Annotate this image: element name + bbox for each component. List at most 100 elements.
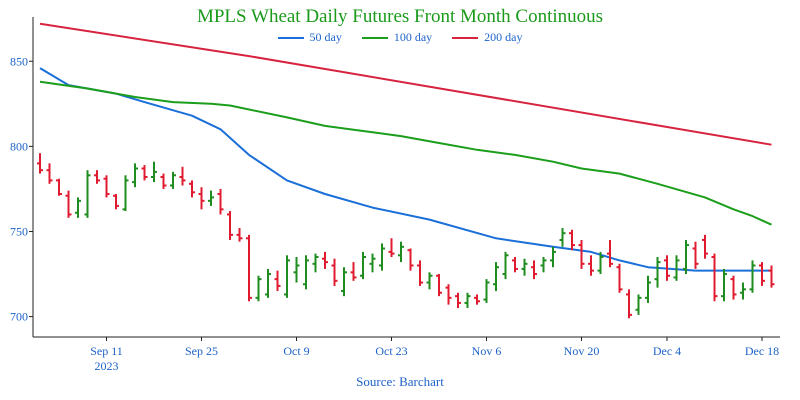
ohlc-bar (65, 190, 72, 218)
ohlc-bar (379, 243, 385, 271)
ohlc-bar (512, 257, 518, 273)
ohlc-bar (550, 246, 556, 268)
ohlc-bar (398, 241, 404, 263)
ohlc-bar (588, 255, 594, 276)
legend: 50 day 100 day 200 day (0, 30, 800, 45)
ohlc-bar (683, 239, 689, 275)
x-tick-label: Sep 11 (90, 344, 123, 358)
legend-item-100-day: 100 day (361, 30, 433, 45)
legend-swatch-50-day (277, 36, 304, 39)
ohlc-bar (474, 294, 480, 305)
ohlc-bar (455, 292, 461, 309)
ohlc-bar (274, 270, 281, 292)
ohlc-bar (236, 228, 243, 242)
ohlc-bar (94, 170, 100, 184)
ohlc-bar (189, 180, 195, 198)
x-tick-label: Sep 25 (185, 344, 218, 358)
ohlc-bar (360, 251, 366, 280)
ohlc-bar (702, 234, 708, 259)
ohlc-bar (84, 170, 91, 218)
ohlc-bar (341, 267, 347, 297)
ohlc-bar (673, 255, 680, 281)
ohlc-bar (227, 211, 233, 240)
legend-label-100-day: 100 day (393, 30, 433, 44)
legend-swatch-100-day (361, 36, 388, 39)
ohlc-bar (122, 175, 129, 212)
ohlc-bar (369, 253, 376, 273)
ohlc-bar (265, 268, 271, 298)
ohlc-bar (303, 255, 309, 290)
ohlc-bar (246, 234, 252, 302)
ohlc-bar (645, 275, 651, 303)
ohlc-bar (151, 161, 157, 183)
ohlc-bar (749, 260, 756, 293)
ohlc-bar (132, 163, 138, 188)
ohlc-bar (56, 178, 62, 196)
ohlc-bar (37, 153, 43, 174)
ohlc-bar (198, 187, 205, 210)
ohlc-bar (217, 188, 224, 215)
ohlc-bar (616, 263, 623, 293)
ohlc-bar (721, 268, 727, 302)
ohlc-bar (255, 275, 262, 302)
ohlc-bar (654, 257, 661, 288)
y-tick-label: 700 (10, 310, 28, 324)
ohlc-bar (768, 265, 775, 288)
ohlc-bar (208, 190, 214, 206)
ohlc-bar (293, 257, 300, 283)
ohlc-bar (284, 255, 290, 298)
ohlc-bar (692, 241, 699, 269)
ohlc-bar (483, 279, 490, 303)
ohlc-bar (350, 262, 357, 281)
ohlc-bar (103, 175, 110, 198)
ohlc-bar (578, 239, 585, 269)
ohlc-bar (407, 248, 414, 271)
ohlc-bar (312, 253, 319, 273)
ohlc-bar (559, 228, 566, 247)
ohlc-bar (417, 260, 423, 286)
ohlc-bar (493, 262, 499, 292)
ma-line-200-day (39, 22, 772, 146)
ohlc-bar (160, 173, 167, 189)
ohlc-bar (322, 251, 328, 269)
legend-label-200-day: 200 day (484, 30, 523, 44)
ohlc-bar (759, 262, 765, 286)
legend-swatch-200-day (452, 36, 479, 39)
ohlc-bar (626, 289, 632, 319)
x-tick-year-label: 2023 (95, 359, 119, 373)
x-tick-label: Oct 23 (375, 344, 407, 358)
ohlc-bar (664, 255, 670, 281)
ohlc-bar (521, 258, 528, 276)
y-tick-label: 750 (10, 224, 28, 238)
ma-line-100-day (39, 80, 772, 226)
x-tick-label: Dec 4 (653, 344, 681, 358)
ohlc-bar (635, 294, 642, 315)
ohlc-bar (141, 165, 148, 181)
ohlc-bar (170, 171, 176, 189)
ohlc-bar (46, 163, 53, 184)
x-tick-label: Nov 20 (564, 344, 600, 358)
legend-label-50-day: 50 day (309, 30, 342, 44)
x-tick-label: Oct 9 (283, 344, 309, 358)
ohlc-bar (426, 272, 433, 290)
ohlc-bar (531, 260, 537, 280)
ma-line-50-day (39, 67, 772, 272)
legend-item-200-day: 200 day (452, 30, 522, 45)
ohlc-bar (179, 166, 186, 186)
y-tick-label: 800 (10, 139, 28, 153)
ohlc-bar (502, 251, 509, 280)
ohlc-bar (730, 275, 737, 300)
ohlc-bar (388, 238, 395, 257)
x-tick-label: Nov 6 (472, 344, 502, 358)
ohlc-bar (75, 197, 81, 218)
ohlc-bar (597, 251, 604, 275)
chart-title: MPLS Wheat Daily Futures Front Month Con… (196, 6, 604, 27)
ohlc-bar (331, 258, 338, 286)
ohlc-bar (436, 274, 442, 297)
source-note: Source: Barchart (356, 374, 444, 389)
ohlc-bar (607, 239, 613, 268)
ohlc-bar (113, 194, 119, 210)
ohlc-bar (445, 284, 452, 305)
ohlc-bar (540, 257, 547, 273)
